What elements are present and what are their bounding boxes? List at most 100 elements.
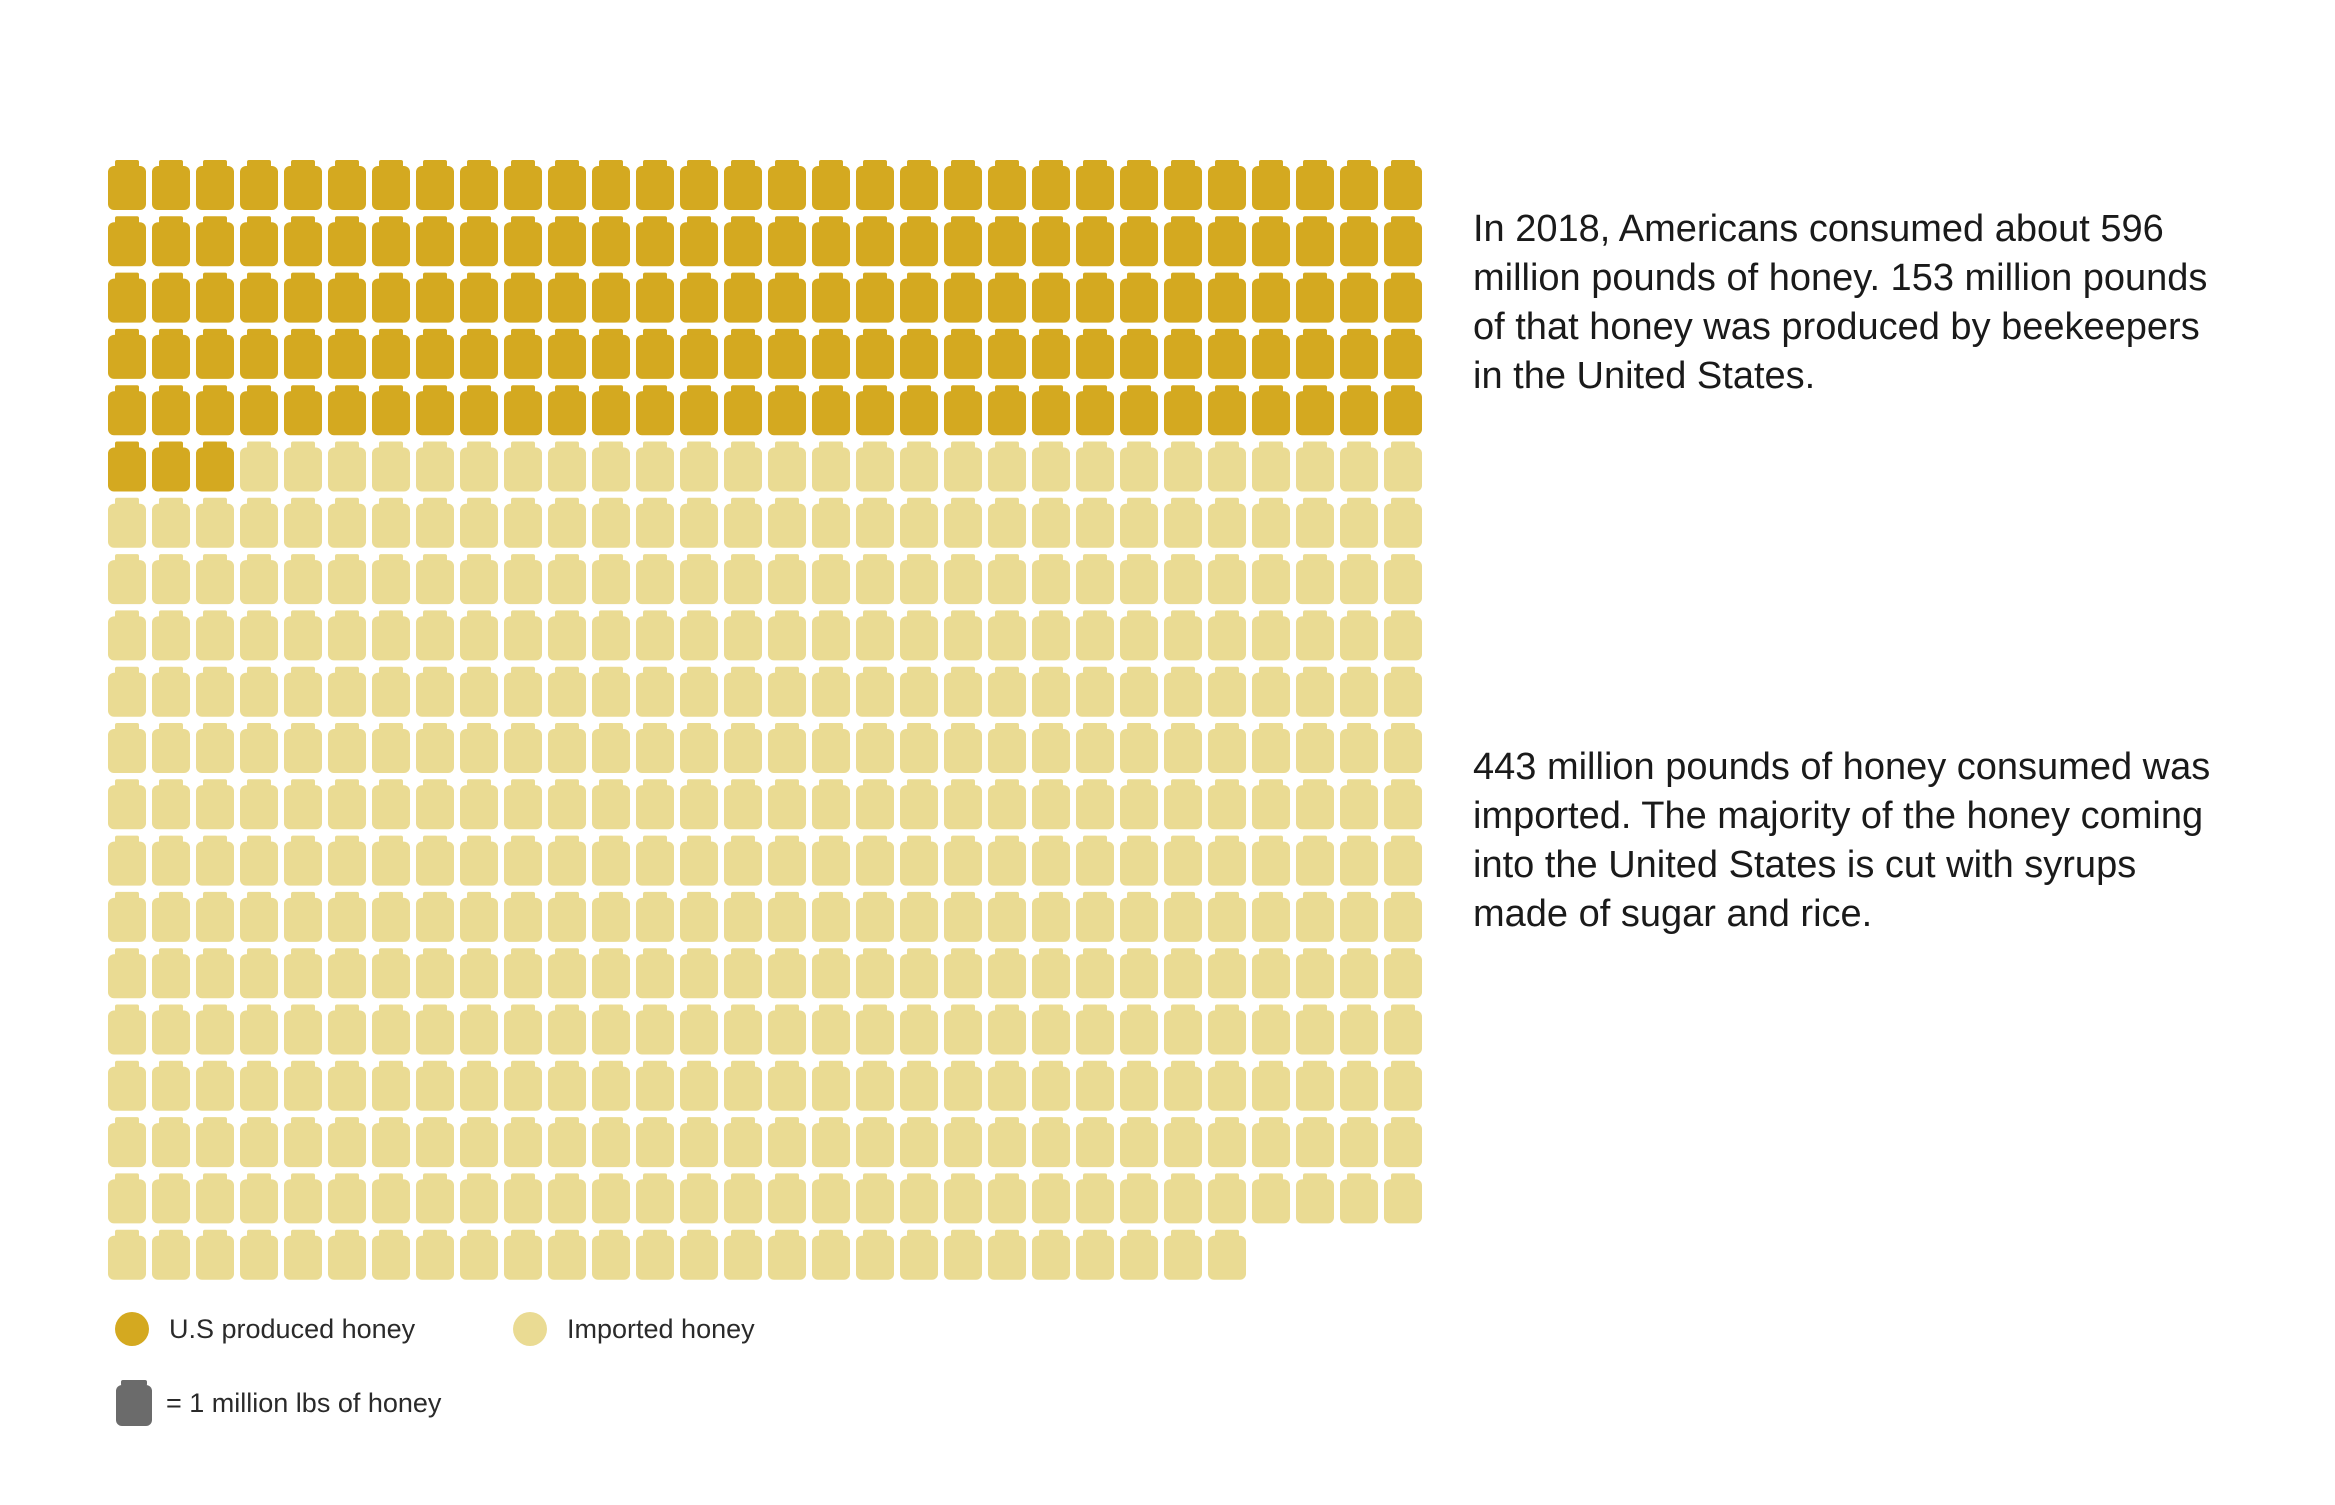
imported-jar xyxy=(1076,1004,1114,1055)
us-produced-jar xyxy=(988,216,1026,267)
us-produced-jar xyxy=(768,216,806,267)
us-produced-jar xyxy=(856,328,894,379)
us-produced-jar xyxy=(504,328,542,379)
imported-jar xyxy=(1340,497,1378,548)
imported-jar xyxy=(1384,948,1422,999)
imported-jar xyxy=(768,666,806,717)
imported-jar xyxy=(900,723,938,773)
us-produced-jar xyxy=(1076,385,1114,436)
us-produced-jar xyxy=(856,160,894,210)
us-produced-jar xyxy=(152,385,190,436)
us-produced-jar xyxy=(768,160,806,210)
us-produced-jar xyxy=(1120,216,1158,267)
us-produced-jar xyxy=(900,272,938,323)
imported-jar xyxy=(1164,1004,1202,1055)
imported-jar xyxy=(548,1117,586,1168)
imported-jar xyxy=(1384,554,1422,605)
imported-jar xyxy=(636,666,674,717)
imported-jar xyxy=(1032,1229,1070,1280)
us-produced-jar xyxy=(460,216,498,267)
imported-jar xyxy=(1120,554,1158,605)
imported-jar xyxy=(1340,779,1378,830)
imported-jar xyxy=(768,1229,806,1280)
imported-jar xyxy=(284,666,322,717)
imported-jar xyxy=(416,835,454,886)
paragraph-imported-honey: 443 million pounds of honey consumed was… xyxy=(1473,746,2211,935)
us-produced-jar xyxy=(1120,272,1158,323)
imported-jar xyxy=(548,554,586,605)
imported-jar xyxy=(636,948,674,999)
us-produced-jar xyxy=(416,216,454,267)
imported-jar xyxy=(196,1060,234,1111)
imported-jar xyxy=(1120,948,1158,999)
legend-label-us-produced: U.S produced honey xyxy=(169,1313,416,1344)
imported-jar xyxy=(1208,666,1246,717)
imported-jar xyxy=(504,1229,542,1280)
us-produced-jar xyxy=(372,160,410,210)
imported-jar xyxy=(504,891,542,942)
us-produced-jar xyxy=(548,385,586,436)
imported-jar xyxy=(548,1229,586,1280)
imported-jar xyxy=(328,666,366,717)
imported-jar xyxy=(416,554,454,605)
us-produced-jar xyxy=(1032,272,1070,323)
us-produced-jar xyxy=(328,216,366,267)
imported-jar xyxy=(1032,779,1070,830)
imported-jar xyxy=(1208,835,1246,886)
us-produced-jar xyxy=(284,160,322,210)
imported-jar xyxy=(504,1060,542,1111)
us-produced-jar xyxy=(1384,160,1422,210)
imported-jar xyxy=(1340,948,1378,999)
imported-jar xyxy=(152,1060,190,1111)
us-produced-jar xyxy=(152,160,190,210)
imported-jar xyxy=(1032,554,1070,605)
imported-jar xyxy=(636,779,674,830)
us-produced-jar xyxy=(636,272,674,323)
imported-jar xyxy=(416,1117,454,1168)
imported-jar xyxy=(944,610,982,661)
imported-jar xyxy=(768,891,806,942)
imported-jar xyxy=(416,779,454,830)
us-produced-jar xyxy=(372,216,410,267)
imported-jar xyxy=(636,1004,674,1055)
imported-jar xyxy=(1252,1004,1290,1055)
imported-jar xyxy=(724,610,762,661)
imported-jar xyxy=(856,441,894,492)
imported-jar xyxy=(196,1173,234,1224)
imported-jar xyxy=(636,554,674,605)
imported-jar xyxy=(504,835,542,886)
imported-jar xyxy=(108,610,146,661)
imported-jar xyxy=(1296,1173,1334,1224)
imported-jar xyxy=(856,835,894,886)
imported-jar xyxy=(636,610,674,661)
us-produced-jar xyxy=(372,328,410,379)
us-produced-jar xyxy=(284,385,322,436)
us-produced-jar xyxy=(196,272,234,323)
imported-jar xyxy=(328,1060,366,1111)
imported-jar xyxy=(1296,1004,1334,1055)
imported-jar xyxy=(196,1004,234,1055)
imported-jar xyxy=(856,1117,894,1168)
imported-jar xyxy=(1384,666,1422,717)
imported-jar xyxy=(1384,1060,1422,1111)
legend-item-imported: Imported honey xyxy=(513,1312,755,1346)
imported-jar xyxy=(768,1173,806,1224)
imported-jar xyxy=(1208,1117,1246,1168)
us-produced-jar xyxy=(812,216,850,267)
imported-jar xyxy=(416,1229,454,1280)
us-produced-jar xyxy=(1252,385,1290,436)
us-produced-jar xyxy=(636,328,674,379)
imported-jar xyxy=(680,497,718,548)
imported-jar xyxy=(988,1229,1026,1280)
us-produced-jar xyxy=(152,328,190,379)
imported-jar xyxy=(944,1173,982,1224)
us-produced-jar xyxy=(1032,385,1070,436)
imported-jar xyxy=(988,554,1026,605)
imported-jar xyxy=(1252,497,1290,548)
imported-jar xyxy=(768,948,806,999)
imported-jar xyxy=(284,835,322,886)
imported-jar xyxy=(1120,1117,1158,1168)
imported-jar xyxy=(284,891,322,942)
imported-jar xyxy=(1208,948,1246,999)
us-produced-jar xyxy=(1208,385,1246,436)
